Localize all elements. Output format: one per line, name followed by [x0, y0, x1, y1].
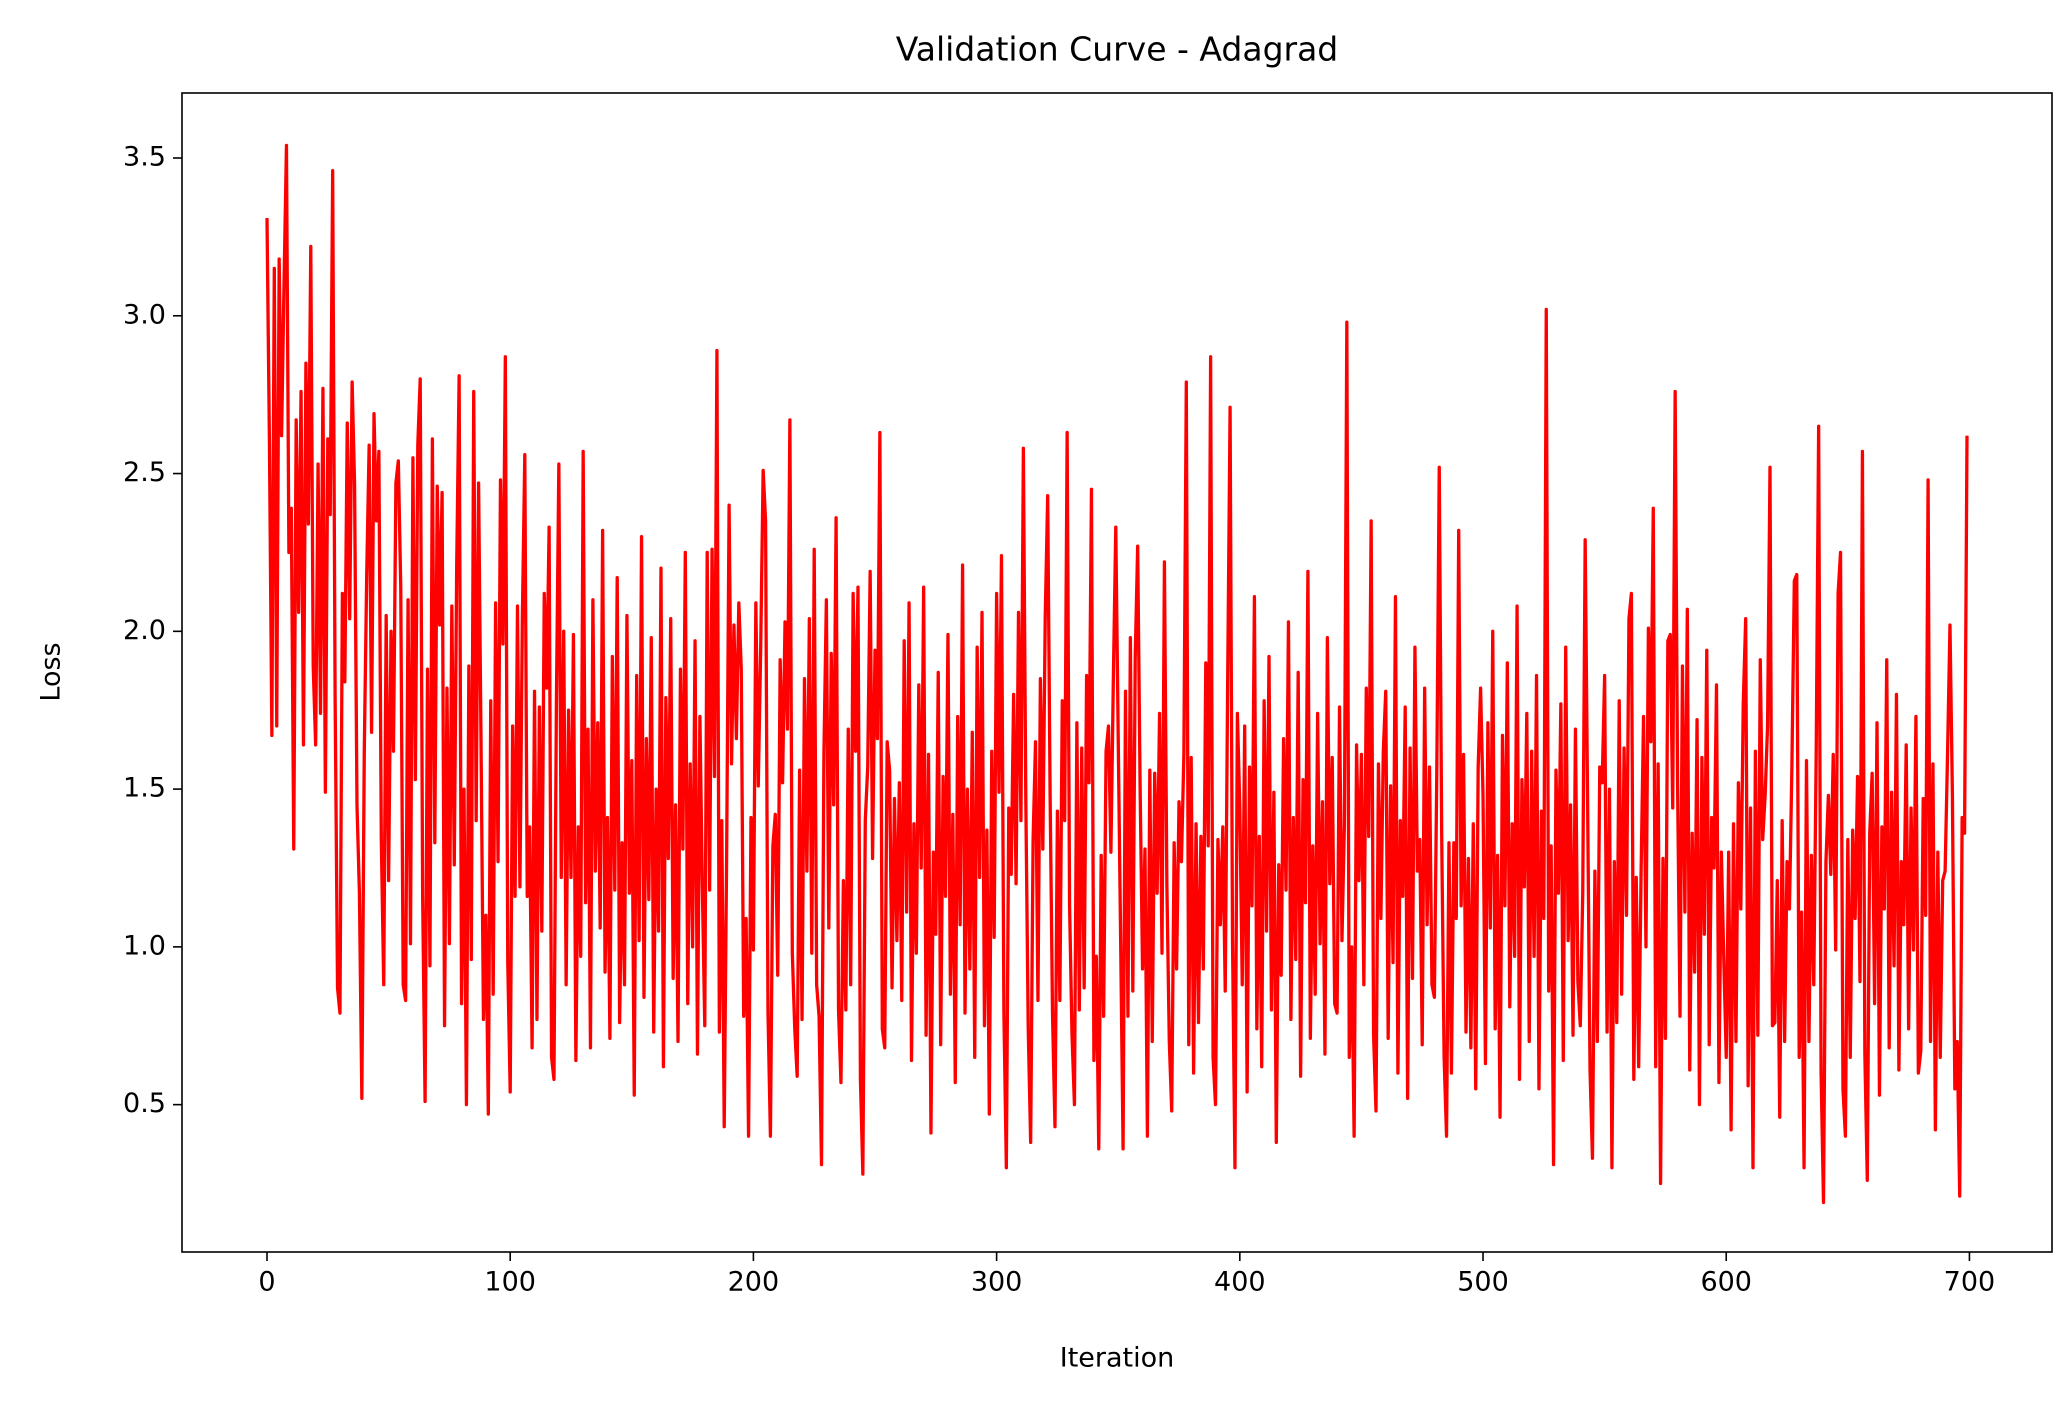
x-tick-label: 100 [484, 1267, 536, 1298]
y-axis-label: Loss [36, 642, 67, 701]
x-tick-label: 0 [258, 1267, 275, 1298]
y-tick-label: 3.5 [123, 142, 166, 173]
x-tick-label: 400 [1214, 1267, 1266, 1298]
plot-frame [181, 92, 2053, 1253]
x-tick-label: 500 [1457, 1267, 1509, 1298]
y-tick-label: 3.0 [123, 299, 166, 330]
x-tick-label: 300 [971, 1267, 1023, 1298]
x-axis-label: Iteration [1060, 1343, 1175, 1374]
chart-title: Validation Curve - Adagrad [896, 30, 1339, 69]
y-tick-label: 1.5 [123, 773, 166, 804]
x-tick-label: 200 [728, 1267, 780, 1298]
y-tick-label: 1.0 [123, 930, 166, 961]
y-tick-label: 2.5 [123, 457, 166, 488]
x-tick-label: 700 [1944, 1267, 1996, 1298]
y-tick-label: 0.5 [123, 1088, 166, 1119]
loss-line [265, 143, 1969, 1205]
y-tick-label: 2.0 [123, 615, 166, 646]
x-tick-label: 600 [1700, 1267, 1752, 1298]
